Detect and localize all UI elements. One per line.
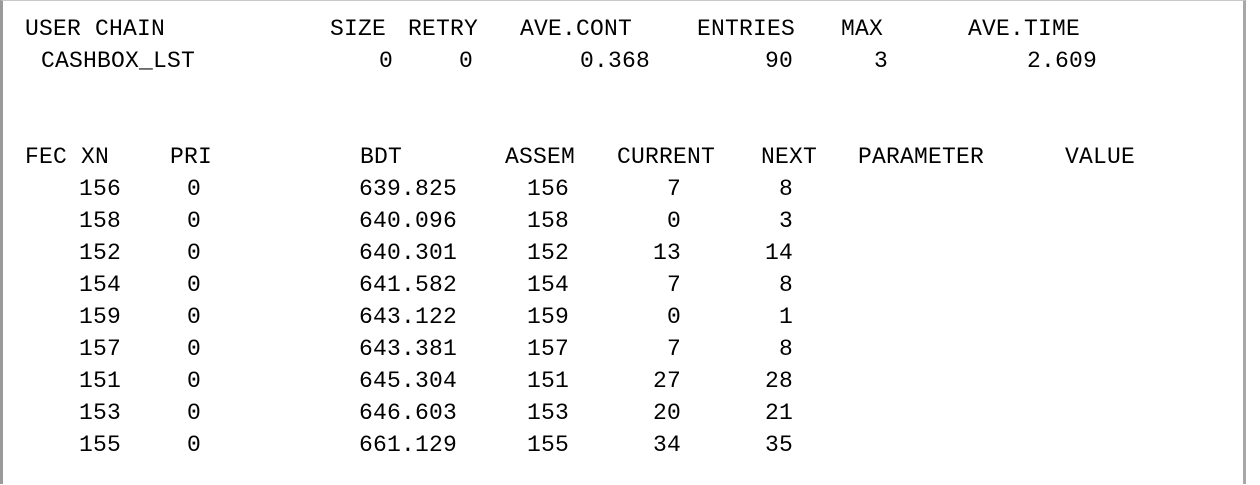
fec-current-cell: 0: [666, 208, 681, 234]
fec-xn-cell: 159: [78, 304, 121, 330]
fec-assem-cell: 155: [526, 432, 569, 458]
fec-pri-cell: 0: [186, 240, 201, 266]
fec-bdt-cell: 645.304: [358, 368, 457, 394]
fec-xn-cell: 151: [78, 368, 121, 394]
fec-assem-cell: 151: [526, 368, 569, 394]
fec-xn-cell: 153: [78, 400, 121, 426]
fec-next-cell: 8: [778, 336, 793, 362]
fec-bdt-cell: 639.825: [358, 176, 457, 202]
header-max: MAX: [841, 16, 884, 42]
fec-bdt-cell: 646.603: [358, 400, 457, 426]
fec-assem-cell: 152: [526, 240, 569, 266]
header-ave-time: AVE.TIME: [968, 16, 1081, 42]
fec-assem-cell: 154: [526, 272, 569, 298]
header-current: CURRENT: [617, 144, 716, 170]
fec-bdt-cell: 661.129: [358, 432, 457, 458]
fec-current-cell: 7: [666, 272, 681, 298]
fec-bdt-cell: 641.582: [358, 272, 457, 298]
header-next: NEXT: [761, 144, 818, 170]
fec-current-cell: 27: [652, 368, 681, 394]
fec-assem-cell: 156: [526, 176, 569, 202]
header-assem: ASSEM: [505, 144, 576, 170]
user-chain-max: 3: [873, 48, 888, 74]
user-chain-size: 0: [378, 48, 393, 74]
fec-pri-cell: 0: [186, 432, 201, 458]
fec-xn-cell: 155: [78, 432, 121, 458]
fec-bdt-cell: 643.381: [358, 336, 457, 362]
fec-xn-cell: 156: [78, 176, 121, 202]
fec-pri-cell: 0: [186, 304, 201, 330]
fec-bdt-cell: 640.096: [358, 208, 457, 234]
fec-current-cell: 13: [652, 240, 681, 266]
fec-assem-cell: 153: [526, 400, 569, 426]
fec-pri-cell: 0: [186, 272, 201, 298]
header-value: VALUE: [1065, 144, 1136, 170]
fec-pri-cell: 0: [186, 400, 201, 426]
user-chain-ave-cont: 0.368: [579, 48, 650, 74]
fec-xn-cell: 158: [78, 208, 121, 234]
header-ave-cont: AVE.CONT: [520, 16, 633, 42]
fec-pri-cell: 0: [186, 336, 201, 362]
fec-next-cell: 21: [764, 400, 793, 426]
fec-next-cell: 8: [778, 272, 793, 298]
fec-next-cell: 8: [778, 176, 793, 202]
fec-next-cell: 3: [778, 208, 793, 234]
fec-xn-cell: 152: [78, 240, 121, 266]
fec-xn-cell: 157: [78, 336, 121, 362]
fec-next-cell: 14: [764, 240, 793, 266]
header-size: SIZE: [330, 16, 387, 42]
fec-assem-cell: 159: [526, 304, 569, 330]
user-chain-ave-time: 2.609: [1026, 48, 1097, 74]
header-user-chain: USER CHAIN: [25, 16, 166, 42]
fec-current-cell: 20: [652, 400, 681, 426]
fec-next-cell: 28: [764, 368, 793, 394]
fec-current-cell: 7: [666, 176, 681, 202]
user-chain-retry: 0: [458, 48, 473, 74]
fec-assem-cell: 157: [526, 336, 569, 362]
header-fec-xn: FEC XN: [25, 144, 110, 170]
fec-xn-cell: 154: [78, 272, 121, 298]
user-chain-entries: 90: [764, 48, 793, 74]
header-bdt: BDT: [360, 144, 403, 170]
header-retry: RETRY: [408, 16, 479, 42]
fec-current-cell: 0: [666, 304, 681, 330]
header-pri: PRI: [170, 144, 213, 170]
fec-current-cell: 34: [652, 432, 681, 458]
fec-bdt-cell: 640.301: [358, 240, 457, 266]
simulation-report: USER CHAIN SIZE RETRY AVE.CONT ENTRIES M…: [3, 1, 1243, 485]
user-chain-name: CASHBOX_LST: [41, 48, 196, 74]
fec-pri-cell: 0: [186, 368, 201, 394]
header-parameter: PARAMETER: [858, 144, 985, 170]
fec-pri-cell: 0: [186, 176, 201, 202]
fec-pri-cell: 0: [186, 208, 201, 234]
header-entries: ENTRIES: [697, 16, 796, 42]
fec-assem-cell: 158: [526, 208, 569, 234]
fec-bdt-cell: 643.122: [358, 304, 457, 330]
fec-next-cell: 35: [764, 432, 793, 458]
fec-next-cell: 1: [778, 304, 793, 330]
fec-current-cell: 7: [666, 336, 681, 362]
